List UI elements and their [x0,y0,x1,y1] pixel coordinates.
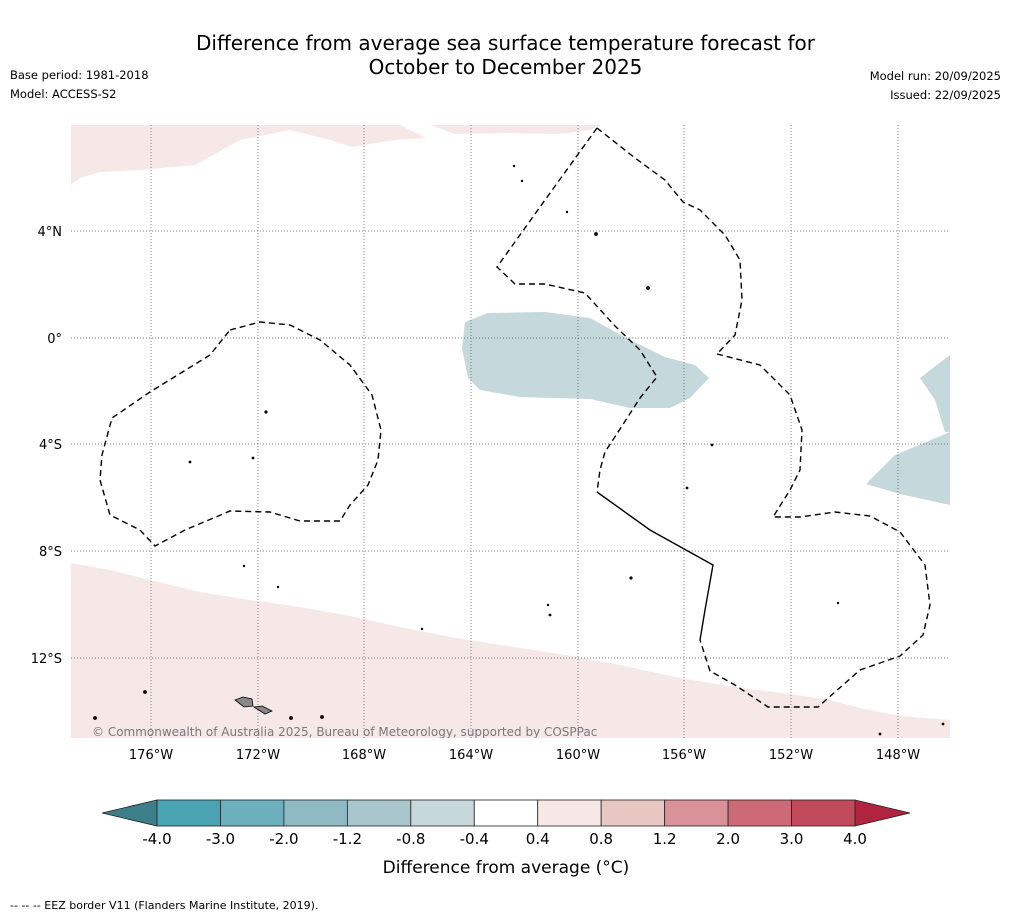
colorbar-segment [664,799,729,827]
island [646,286,650,290]
eez-borders [99,127,931,708]
colorbar-tick-label: 1.2 [653,830,677,848]
island-samoa [234,696,254,708]
meta-right: Model run: 20/09/2025 Issued: 22/09/2025 [870,67,1001,105]
eez-border-west [99,321,382,547]
island [594,232,598,236]
warm-anomaly-north-2 [430,125,600,134]
island [710,443,714,447]
gridlines [71,125,950,738]
copyright-text: © Commonwealth of Australia 2025, Bureau… [92,725,597,739]
latitude-labels: 4°N 0° 4°S 8°S 12°S [31,225,62,667]
island [512,164,516,168]
colorbar-segment [220,799,285,827]
island [548,613,552,617]
lon-label: 164°W [449,748,493,763]
island [836,601,840,605]
meta-left: Base period: 1981-2018 Model: ACCESS-S2 [10,66,149,104]
island [520,179,524,183]
lat-label: 0° [47,332,62,347]
colorbar-segment [473,799,539,827]
colorbar-tick-label: 2.0 [716,830,740,848]
colorbar-tick-label: -4.0 [142,830,171,848]
island [878,732,882,736]
colorbar-tick-label: -0.8 [396,830,425,848]
colorbar-segment [410,799,475,827]
colorbar-tick-label: -3.0 [206,830,235,848]
eez-border-east [699,353,931,708]
colorbar-tick-label: -2.0 [269,830,298,848]
island [251,456,255,460]
lon-label: 172°W [236,748,280,763]
cool-anomaly-east-1 [920,355,950,432]
colorbar-segment [283,799,348,827]
colorbar-tick-label: -0.4 [460,830,489,848]
colorbar-low-arrow [101,799,158,827]
model-run: Model run: 20/09/2025 [869,69,1001,83]
eez-border-north [596,127,743,355]
lon-label: 152°W [769,748,813,763]
eez-legend: -- -- -- EEZ border V11 (Flanders Marine… [10,899,319,912]
island [420,627,424,631]
lat-label: 4°N [38,225,63,240]
warm-anomaly-north [71,125,426,185]
island [188,460,192,464]
chart-title: Difference from average sea surface temp… [195,31,815,79]
warm-anomaly-south [71,563,950,738]
colorbar-tick-label: 4.0 [843,830,867,848]
lat-label: 12°S [31,652,62,667]
lat-label: 4°S [39,438,62,453]
island [264,410,268,414]
islands [93,164,945,736]
lon-label: 160°W [556,748,600,763]
colorbar-segment [791,799,856,827]
map-area: © Commonwealth of Australia 2025, Bureau… [71,125,950,739]
island [320,715,324,719]
base-period: Base period: 1981-2018 [10,68,149,82]
colorbar-tick-label: 3.0 [780,830,804,848]
island [93,716,97,720]
lon-label: 176°W [129,748,173,763]
island-samoa-2 [252,705,273,715]
island [629,576,633,580]
lon-label: 168°W [342,748,386,763]
model-name: Model: ACCESS-S2 [10,87,117,101]
colorbar: -4.0 -3.0 -2.0 -1.2 -0.8 -0.4 0.4 0.8 1.2 2.0 3.0 4… [101,799,911,878]
longitude-labels: 176°W 172°W 168°W 164°W 160°W 156°W 152°… [129,748,920,763]
cool-anomaly-central [462,312,709,408]
cool-anomaly-east-2 [866,432,950,505]
colorbar-segment [727,799,792,827]
colorbar-tick-label: 0.4 [526,830,550,848]
island [242,564,246,568]
colorbar-segment [346,799,412,827]
colorbar-title: Difference from average (°C) [383,858,630,878]
issued-date: Issued: 22/09/2025 [890,88,1001,102]
island [143,690,147,694]
colorbar-segment [600,799,666,827]
colorbar-tick-label: 0.8 [589,830,613,848]
lat-label: 8°S [39,545,62,560]
island [685,486,689,490]
island [276,585,280,589]
colorbar-segment [537,799,602,827]
lon-label: 156°W [662,748,706,763]
eez-border-north-2 [496,127,658,493]
colorbar-high-arrow [854,799,911,827]
colorbar-segment [156,799,221,827]
island [289,716,293,720]
lon-label: 148°W [876,748,920,763]
island [565,210,569,214]
island [546,603,550,607]
colorbar-tick-label: -1.2 [333,830,362,848]
island [941,722,945,726]
eez-border-solid [596,491,714,641]
